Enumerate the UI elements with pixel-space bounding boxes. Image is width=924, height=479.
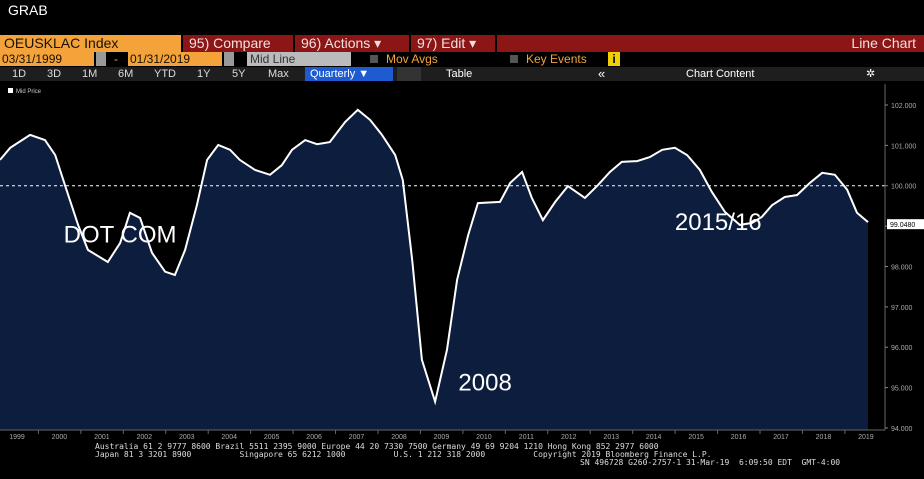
calendar-icon[interactable] (96, 52, 106, 66)
actions-menu[interactable]: 96) Actions ▾ (295, 35, 409, 52)
area-fill (0, 109, 869, 431)
start-date[interactable]: 03/31/1999 (0, 52, 94, 66)
x-tick-label: 2008 (391, 434, 407, 441)
window-title: GRAB (8, 2, 48, 18)
range-button[interactable]: 3D (47, 68, 62, 80)
chart-content[interactable]: Chart Content (686, 68, 755, 80)
range-button[interactable]: 6M (118, 68, 134, 80)
date-separator: - (114, 52, 118, 66)
checkbox[interactable] (370, 55, 378, 63)
x-tick-label: 2014 (646, 434, 662, 441)
x-tick-label: 2004 (221, 434, 237, 441)
x-tick-label: 2015 (688, 434, 704, 441)
range-button[interactable]: 1Y (197, 68, 211, 80)
annotation: 2015/16 (675, 209, 762, 236)
annotation: 2008 (458, 369, 511, 396)
legend-label: Mid Price (16, 89, 42, 95)
x-tick-label: 1999 (9, 434, 25, 441)
x-tick-label: 2005 (264, 434, 280, 441)
x-tick-label: 2000 (52, 434, 68, 441)
footer-line: Australia 61 2 9777 8600 Brazil 5511 239… (95, 442, 659, 451)
x-tick-label: 2013 (603, 434, 619, 441)
y-tick-label: 97.000 (891, 305, 913, 312)
x-tick-label: 2010 (476, 434, 492, 441)
x-tick-label: 2019 (858, 434, 874, 441)
settings-icon[interactable]: ✲ (866, 68, 876, 80)
legend-swatch (8, 88, 13, 93)
chart-icon[interactable] (397, 67, 421, 81)
x-tick-label: 2003 (179, 434, 195, 441)
x-tick-label: 2007 (349, 434, 365, 441)
checkbox[interactable] (510, 55, 518, 63)
range-button[interactable]: YTD (154, 68, 176, 80)
last-value-label: 99.0480 (890, 222, 915, 229)
range-button[interactable]: 1D (12, 68, 27, 80)
x-tick-label: 2012 (561, 434, 577, 441)
x-tick-label: 2011 (519, 434, 534, 441)
last-value-box (887, 219, 924, 230)
frequency[interactable]: Quarterly ▼ (305, 67, 393, 81)
y-tick-label: 98.000 (891, 264, 913, 271)
x-tick-label: 2002 (137, 434, 153, 441)
key-events[interactable]: Key Events (526, 52, 587, 66)
y-tick-label: 100.000 (891, 184, 916, 191)
y-tick-label: 94.000 (891, 426, 913, 433)
x-tick-label: 2001 (94, 434, 110, 441)
x-tick-label: 2017 (773, 434, 789, 441)
edit-menu[interactable]: 97) Edit ▾ (411, 35, 495, 52)
x-tick-label: 2018 (816, 434, 832, 441)
y-tick-label: 101.000 (891, 143, 916, 150)
menu-bar (497, 35, 924, 52)
security-input[interactable]: OEUSKLAC Index (0, 35, 181, 52)
y-tick-label: 96.000 (891, 345, 913, 352)
annotation: DOT COM (64, 221, 177, 248)
range-button[interactable]: 5Y (232, 68, 246, 80)
table-button[interactable]: Table (446, 68, 473, 80)
view-label: Line Chart (851, 35, 916, 51)
price-line (0, 108, 869, 406)
y-tick-label: 102.000 (891, 103, 916, 110)
x-tick-label: 2006 (306, 434, 322, 441)
compare-menu[interactable]: 95) Compare (183, 35, 293, 52)
range-button[interactable]: 1M (82, 68, 98, 80)
mov-avgs[interactable]: Mov Avgs (386, 52, 438, 66)
info-icon[interactable]: i (608, 52, 620, 66)
footer-line: Japan 81 3 3201 8900 Singapore 65 6212 1… (95, 450, 712, 459)
range-button[interactable]: Max (268, 68, 289, 80)
line-mode[interactable]: Mid Line (247, 52, 351, 66)
y-tick-label: 95.000 (891, 386, 913, 393)
calendar-icon[interactable] (224, 52, 234, 66)
end-date[interactable]: 01/31/2019 (128, 52, 222, 66)
x-tick-label: 2009 (434, 434, 450, 441)
x-tick-label: 2016 (731, 434, 747, 441)
collapse-button[interactable]: « (598, 66, 606, 81)
range-bar (0, 67, 924, 81)
session-info: SN 496728 G260-2757-1 31-Mar-19 6:09:50 … (580, 458, 841, 467)
